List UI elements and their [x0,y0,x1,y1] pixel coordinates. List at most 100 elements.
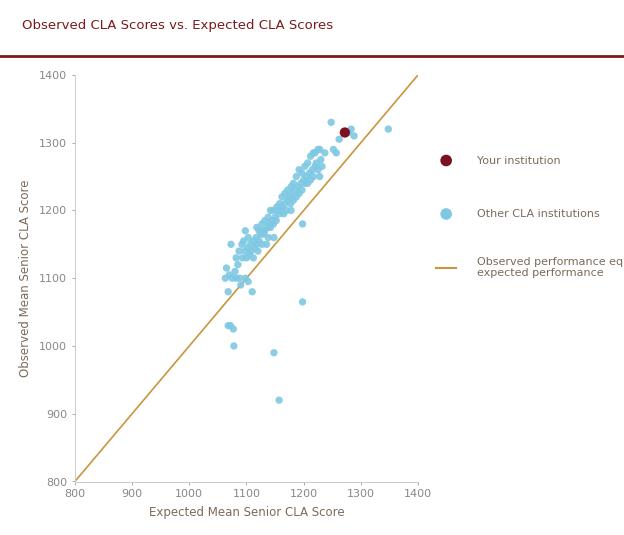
Point [307,165,317,174]
Point [236,281,246,289]
Point [300,162,310,171]
Point [288,196,298,204]
Point [223,322,233,330]
Point [300,179,310,188]
Point [279,210,289,218]
Point [240,226,250,235]
Point [291,193,301,201]
Point [275,200,285,208]
Point [286,182,296,191]
Point [256,230,266,239]
Point [253,247,263,255]
X-axis label: Expected Mean Senior CLA Score: Expected Mean Senior CLA Score [149,506,344,519]
Point [383,125,393,133]
Point [277,193,287,201]
Point [258,226,268,235]
Point [263,223,273,232]
Point [272,203,282,211]
Point [274,396,284,404]
Point [225,322,235,330]
Point [280,189,290,198]
Point [265,220,275,228]
Point [268,206,278,215]
Point [288,179,298,188]
Point [285,193,295,201]
Point [257,240,267,249]
Point [276,206,286,215]
Point [334,135,344,143]
Point [298,220,308,228]
Point [283,196,293,204]
Point [274,210,284,218]
Point [326,118,336,127]
Point [346,125,356,133]
Point [306,152,316,160]
Point [260,216,270,225]
Point [273,206,283,215]
Point [441,156,451,165]
Point [260,226,270,235]
Point [294,165,304,174]
Point [243,277,253,286]
Text: Your institution: Your institution [477,156,561,165]
Point [238,254,248,262]
Point [293,182,303,191]
Point [220,274,230,282]
Point [234,247,244,255]
Point [245,250,255,259]
Point [261,240,271,249]
Point [271,216,281,225]
Point [251,233,261,242]
Point [250,243,260,252]
Point [340,128,350,137]
Text: Observed performance equal to
expected performance: Observed performance equal to expected p… [477,257,624,278]
Point [267,216,277,225]
Point [303,179,313,188]
Point [286,200,296,208]
Point [301,172,311,181]
Point [280,200,290,208]
Point [227,274,237,282]
Point [224,271,234,279]
Point [311,159,321,167]
Point [297,186,307,194]
Point [441,210,451,218]
Text: Other CLA institutions: Other CLA institutions [477,209,600,219]
Point [310,149,320,157]
Point [303,159,313,167]
Point [308,149,318,157]
Point [240,274,250,282]
Point [251,240,261,249]
Point [296,179,306,188]
Point [328,145,338,154]
Point [314,145,324,154]
Point [308,172,318,181]
Point [299,175,309,184]
Point [313,165,323,174]
Point [269,233,279,242]
Point [349,132,359,140]
Point [317,162,327,171]
Point [246,247,256,255]
Point [313,145,323,154]
Point [229,342,239,350]
Point [251,223,261,232]
Point [231,274,241,282]
Point [314,172,324,181]
Point [243,243,253,252]
Point [228,325,238,333]
Point [263,233,273,242]
Point [343,128,353,137]
Point [237,240,247,249]
Point [226,240,236,249]
Point [310,162,320,171]
Point [248,254,258,262]
Point [269,348,279,357]
Y-axis label: Observed Mean Senior CLA Score: Observed Mean Senior CLA Score [19,179,32,377]
Point [254,226,264,235]
Point [235,274,245,282]
Point [265,223,275,232]
Point [222,264,232,272]
Point [306,175,316,184]
Point [233,261,243,269]
